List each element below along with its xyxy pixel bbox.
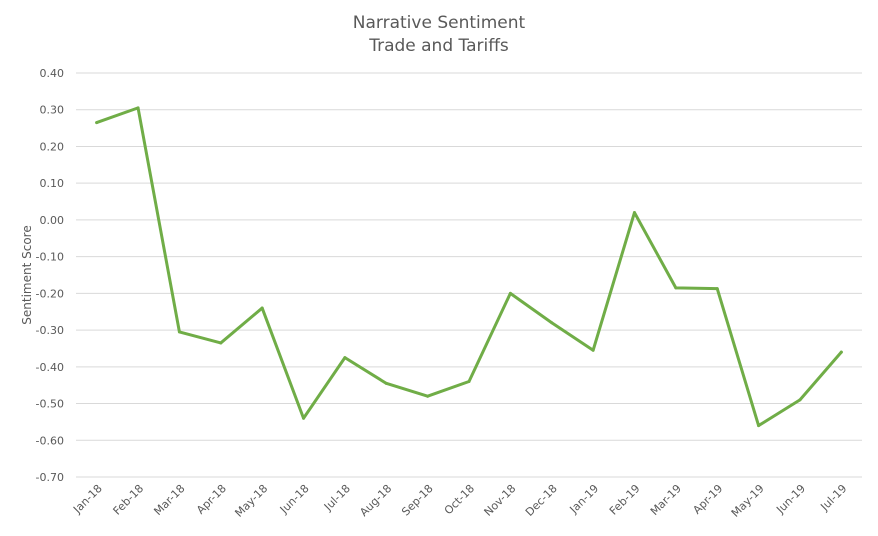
chart-title-line-1: Narrative Sentiment xyxy=(353,13,526,33)
data-point xyxy=(343,356,347,360)
x-tick-label: Nov-18 xyxy=(482,482,519,519)
x-tick-label: Sep-18 xyxy=(399,482,436,519)
y-tick-label: -0.40 xyxy=(36,361,64,374)
y-tick-label: -0.60 xyxy=(36,434,64,447)
x-tick-label: Aug-18 xyxy=(357,482,394,519)
x-tick-label: Mar-19 xyxy=(648,482,684,518)
x-tick-label: May-18 xyxy=(232,482,270,520)
y-tick-label: -0.20 xyxy=(36,287,64,300)
y-tick-label: -0.70 xyxy=(36,471,64,484)
x-tick-label: Jan-19 xyxy=(567,482,602,517)
y-tick-label: 0.40 xyxy=(40,67,65,80)
data-point xyxy=(674,286,678,290)
y-tick-label: -0.30 xyxy=(36,324,64,337)
data-point xyxy=(219,341,223,345)
data-point xyxy=(798,398,802,402)
x-tick-label: Jan-18 xyxy=(70,482,105,517)
x-tick-label: Mar-18 xyxy=(151,482,187,518)
x-tick-label: Apr-18 xyxy=(194,482,229,517)
series-group xyxy=(95,106,843,428)
data-point xyxy=(839,350,843,354)
data-point xyxy=(550,321,554,325)
data-point xyxy=(508,291,512,295)
chart-title: Narrative Sentiment Trade and Tariffs xyxy=(353,13,526,56)
x-tick-label: Feb-19 xyxy=(607,482,643,518)
x-tick-label: May-19 xyxy=(729,482,767,520)
data-point xyxy=(426,394,430,398)
x-tick-label: Jun-18 xyxy=(277,482,312,517)
x-axis-ticks: Jan-18 Feb-18 Mar-18 Apr-18 May-18 Jun-18 Jul-… xyxy=(70,482,849,520)
y-axis-ticks: 0.40 0.30 0.20 0.10 0.00 -0.10 -0.20 -0.30 -0.40… xyxy=(36,67,64,484)
data-point xyxy=(302,416,306,420)
x-tick-label: Feb-18 xyxy=(110,482,146,518)
y-tick-label: 0.30 xyxy=(40,104,65,117)
gridlines xyxy=(76,72,862,478)
x-tick-label: Oct-18 xyxy=(442,482,477,517)
x-tick-label: Jul-19 xyxy=(817,482,849,514)
x-tick-label: Dec-18 xyxy=(523,482,560,519)
x-tick-label: Apr-19 xyxy=(690,482,725,517)
y-tick-label: -0.10 xyxy=(36,251,64,264)
data-point xyxy=(467,380,471,384)
x-tick-label: Jul-18 xyxy=(321,482,353,514)
data-point xyxy=(591,348,595,352)
data-point xyxy=(95,121,99,125)
data-point xyxy=(715,287,719,291)
chart-title-line-2: Trade and Tariffs xyxy=(368,36,509,56)
data-point xyxy=(177,330,181,334)
data-point xyxy=(260,306,264,310)
data-point xyxy=(136,106,140,110)
series-line-0 xyxy=(95,106,843,428)
y-tick-label: 0.00 xyxy=(40,214,65,227)
y-tick-label: -0.50 xyxy=(36,398,64,411)
y-tick-label: 0.20 xyxy=(40,140,65,153)
x-tick-label: Jun-19 xyxy=(773,482,808,517)
data-point xyxy=(384,381,388,385)
data-point xyxy=(632,211,636,215)
data-point xyxy=(757,424,761,428)
y-tick-label: 0.10 xyxy=(40,177,65,190)
y-axis-label: Sentiment Score xyxy=(20,225,34,324)
